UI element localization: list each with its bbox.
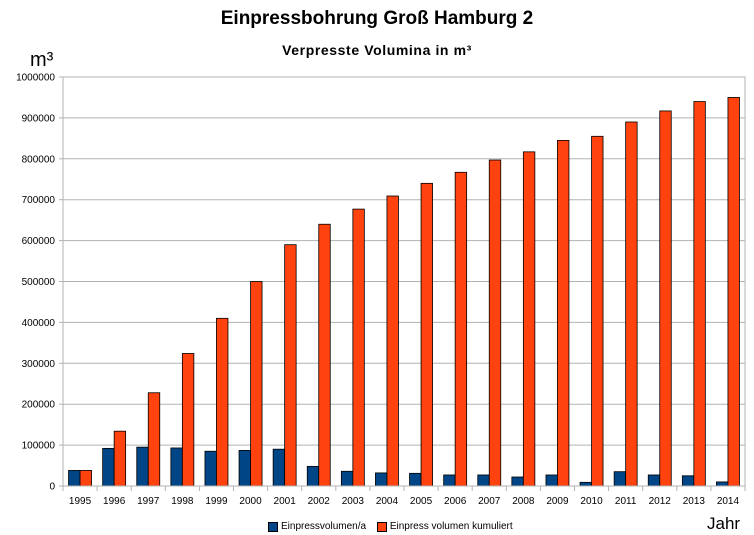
bar-annual-1995 bbox=[68, 470, 81, 487]
bar-cumulative-2004 bbox=[386, 195, 399, 487]
x-tick-label: 2008 bbox=[512, 496, 535, 507]
bar-cumulative-2007 bbox=[488, 159, 502, 487]
x-tick-label: 2005 bbox=[410, 496, 433, 507]
bar-cumulative-2010 bbox=[591, 135, 604, 487]
x-tick-label: 1999 bbox=[205, 496, 228, 507]
bar-cumulative-2003 bbox=[352, 208, 365, 487]
bars bbox=[68, 97, 740, 487]
legend-label-cumulative: Einpress volumen kumuliert bbox=[389, 521, 513, 532]
bar-cumulative-2000 bbox=[250, 281, 263, 487]
bar-annual-2006 bbox=[443, 474, 456, 487]
bar-annual-2008 bbox=[511, 476, 524, 487]
bar-annual-2007 bbox=[477, 474, 490, 487]
y-tick-label: 900000 bbox=[22, 113, 56, 124]
x-tick-label: 2009 bbox=[546, 496, 569, 507]
bar-cumulative-1995 bbox=[79, 470, 92, 487]
bar-cumulative-1997 bbox=[147, 392, 161, 487]
x-tick-label: 2002 bbox=[308, 496, 331, 507]
x-tick-label: 1995 bbox=[69, 496, 92, 507]
x-tick-label: 2006 bbox=[444, 496, 467, 507]
bar-cumulative-2011 bbox=[625, 121, 638, 487]
x-tick-label: 2007 bbox=[478, 496, 501, 507]
x-tick-label: 2000 bbox=[239, 496, 262, 507]
chart-title: Einpressbohrung Groß Hamburg 2 bbox=[220, 8, 534, 29]
x-tick-labels: 1995 1996 1997 1998 1999 2000 2001 2002 2003 2004… bbox=[69, 496, 740, 507]
bar-annual-2004 bbox=[375, 472, 388, 487]
bar-annual-2005 bbox=[409, 472, 422, 487]
legend-item-cumulative: Einpress volumen kumuliert bbox=[376, 521, 513, 532]
bar-cumulative-1996 bbox=[113, 430, 127, 487]
bar-annual-2001 bbox=[272, 448, 286, 487]
x-tick-label: 2013 bbox=[683, 496, 706, 507]
bar-cumulative-1999 bbox=[216, 317, 229, 487]
bar-annual-2010 bbox=[579, 481, 592, 487]
x-tick-label: 2001 bbox=[274, 496, 297, 507]
legend-item-annual: Einpressvolumen/a bbox=[268, 521, 366, 532]
bar-cumulative-1998 bbox=[181, 353, 195, 487]
bar-annual-1998 bbox=[170, 447, 183, 487]
y-tick-label: 100000 bbox=[22, 441, 56, 452]
y-tick-labels: 0 100000 200000 300000 400000 500000 600000 700… bbox=[16, 73, 55, 493]
y-tick-label: 200000 bbox=[22, 400, 56, 411]
bar-cumulative-2014 bbox=[727, 97, 740, 487]
gridlines bbox=[63, 76, 745, 446]
bar-cumulative-2008 bbox=[522, 151, 536, 487]
y-tick-label: 600000 bbox=[22, 236, 56, 247]
x-tick-label: 2010 bbox=[580, 496, 603, 507]
bar-annual-1997 bbox=[136, 446, 149, 487]
y-tick-label: 1000000 bbox=[16, 73, 55, 84]
bar-cumulative-2009 bbox=[557, 139, 570, 487]
bar-annual-2009 bbox=[545, 474, 558, 487]
bar-annual-2011 bbox=[613, 471, 627, 487]
x-tick-label: 2012 bbox=[649, 496, 672, 507]
bar-annual-2003 bbox=[340, 470, 354, 487]
legend-swatch-annual bbox=[268, 521, 278, 532]
x-tick-label: 1997 bbox=[137, 496, 160, 507]
x-axis-label: Jahr bbox=[707, 514, 741, 533]
y-tick-label: 800000 bbox=[22, 154, 56, 165]
y-tick-label: 0 bbox=[49, 482, 55, 493]
legend-swatch-cumulative bbox=[376, 521, 387, 532]
y-axis-label: m³ bbox=[30, 49, 54, 71]
bar-cumulative-2005 bbox=[420, 182, 433, 487]
bar-annual-2014 bbox=[716, 481, 729, 487]
bar-cumulative-2013 bbox=[693, 101, 706, 487]
legend: Einpressvolumen/a Einpress volumen kumul… bbox=[268, 521, 521, 535]
bar-annual-1996 bbox=[102, 447, 115, 487]
x-tick-label: 1996 bbox=[103, 496, 126, 507]
bar-annual-2002 bbox=[306, 465, 320, 487]
x-tick-label: 2011 bbox=[615, 496, 637, 507]
x-tick-label: 2014 bbox=[717, 496, 740, 507]
bar-cumulative-2001 bbox=[284, 244, 297, 487]
axes bbox=[59, 76, 746, 491]
y-tick-label: 400000 bbox=[22, 318, 56, 329]
chart-subtitle: Verpresste Volumina in m³ bbox=[282, 42, 472, 58]
y-tick-label: 500000 bbox=[22, 277, 56, 288]
y-tick-label: 700000 bbox=[22, 195, 56, 206]
y-tick-label: 300000 bbox=[22, 359, 56, 370]
bar-annual-2000 bbox=[238, 450, 251, 487]
bar-cumulative-2006 bbox=[454, 171, 468, 487]
bar-annual-2013 bbox=[681, 475, 695, 487]
x-tick-label: 2003 bbox=[342, 496, 365, 507]
legend-label-annual: Einpressvolumen/a bbox=[281, 521, 367, 532]
bar-cumulative-2002 bbox=[318, 223, 331, 487]
x-tick-label: 1998 bbox=[171, 496, 194, 507]
bar-cumulative-2012 bbox=[659, 110, 672, 487]
bar-annual-1999 bbox=[204, 450, 217, 487]
x-tick-label: 2004 bbox=[376, 496, 399, 507]
bar-annual-2012 bbox=[647, 474, 661, 487]
